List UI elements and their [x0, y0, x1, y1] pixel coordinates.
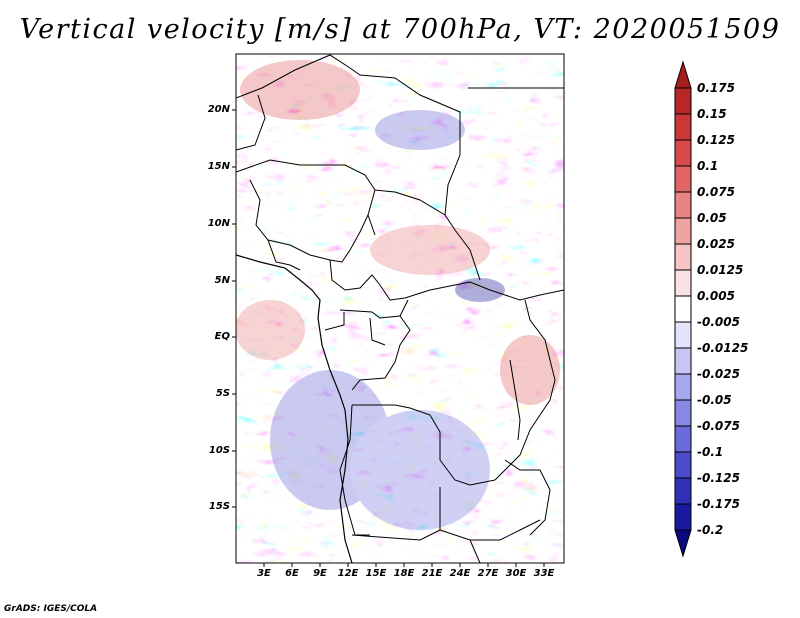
lat-label: 5N [214, 275, 230, 286]
colorbar-cell [674, 165, 692, 193]
colorbar-label: -0.1 [697, 445, 724, 459]
lon-label: 15E [365, 568, 387, 579]
colorbar-cell [674, 113, 692, 141]
colorbar-label: 0.05 [697, 211, 727, 225]
lon-label: 30E [505, 568, 527, 579]
lon-label: 21E [421, 568, 443, 579]
colorbar-label: -0.075 [697, 419, 740, 433]
colorbar-cell [674, 139, 692, 167]
map-title: Vertical velocity [m/s] at 700hPa, VT: 2… [19, 14, 781, 45]
colorbar [674, 60, 692, 558]
colorbar-label: 0.025 [697, 237, 735, 251]
colorbar-cell [674, 347, 692, 375]
colorbar-label: 0.15 [697, 107, 727, 121]
lon-label: 6E [285, 568, 299, 579]
lat-label: EQ [214, 331, 230, 342]
colorbar-label: -0.175 [697, 497, 740, 511]
axis-ticks [232, 109, 545, 567]
colorbar-label: 0.075 [697, 185, 735, 199]
lon-label: 18E [393, 568, 415, 579]
coastline [236, 254, 353, 563]
lon-label: 33E [533, 568, 555, 579]
colorbar-label: -0.05 [697, 393, 732, 407]
lon-label: 27E [477, 568, 499, 579]
map-frame [235, 53, 565, 564]
colorbar-label: 0.125 [697, 133, 735, 147]
colorbar-cell [674, 295, 692, 323]
colorbar-label: -0.2 [697, 523, 724, 537]
colorbar-cell [674, 529, 692, 558]
colorbar-label: 0.005 [697, 289, 735, 303]
velocity-field [236, 54, 564, 563]
colorbar-cell [674, 451, 692, 479]
colorbar-cell [674, 399, 692, 427]
colorbar-label: 0.1 [697, 159, 719, 173]
lat-label: 20N [207, 104, 230, 115]
lat-label: 15N [207, 161, 230, 172]
colorbar-label: -0.125 [697, 471, 740, 485]
colorbar-label: -0.0125 [697, 341, 749, 355]
lat-label: 10N [207, 218, 230, 229]
lon-label: 24E [449, 568, 471, 579]
colorbar-cell [674, 191, 692, 219]
colorbar-cell [674, 87, 692, 115]
colorbar-label: -0.005 [697, 315, 740, 329]
lat-label: 15S [208, 501, 230, 512]
lat-label: 5S [215, 388, 230, 399]
country-borders [236, 54, 564, 563]
grads-credit: GrADS: IGES/COLA [4, 604, 98, 614]
colorbar-cell [674, 321, 692, 349]
colorbar-label: -0.025 [697, 367, 740, 381]
colorbar-cell [674, 217, 692, 245]
lon-label: 9E [313, 568, 327, 579]
colorbar-label: 0.0125 [697, 263, 744, 277]
lon-label: 3E [257, 568, 271, 579]
colorbar-cell [674, 373, 692, 401]
colorbar-cell [674, 503, 692, 531]
lat-label: 10S [208, 445, 230, 456]
colorbar-label: 0.175 [697, 81, 735, 95]
colorbar-cell [674, 425, 692, 453]
colorbar-cell [674, 60, 692, 89]
lon-label: 12E [337, 568, 359, 579]
colorbar-cell [674, 243, 692, 271]
colorbar-cell [674, 269, 692, 297]
colorbar-cell [674, 477, 692, 505]
